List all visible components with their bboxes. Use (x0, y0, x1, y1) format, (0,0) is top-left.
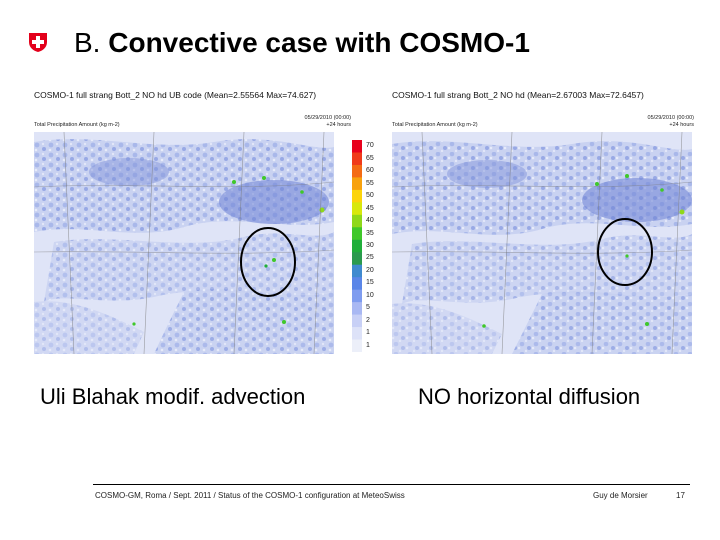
left-precip-map (34, 132, 334, 354)
colorbar-label: 15 (366, 279, 374, 287)
left-panel-date: 05/29/2010 (00:00) +24 hours (305, 115, 351, 128)
colorbar-label: 45 (366, 204, 374, 212)
colorbar-label: 5 (366, 304, 370, 312)
colorbar-label: 30 (366, 242, 374, 249)
colorbar-label: 40 (366, 217, 374, 225)
right-panel-date: 05/29/2010 (00:00) +24 hours (648, 115, 694, 128)
title-main: Convective case with COSMO-1 (108, 27, 530, 58)
colorbar-swatch (352, 152, 362, 166)
colorbar-label: 55 (366, 179, 374, 187)
colorbar-swatch (352, 214, 362, 228)
colorbar-swatch (352, 264, 362, 278)
right-caption: NO horizontal diffusion (418, 384, 641, 409)
footer-divider (93, 484, 690, 485)
colorbar-label: 10 (366, 291, 374, 299)
right-panel-title: COSMO-1 full strang Bott_2 NO hd (Mean=2… (392, 90, 644, 100)
colorbar-label: 25 (366, 254, 374, 262)
colorbar-label: 60 (366, 167, 374, 175)
left-date-line1: 05/29/2010 (00:00) (304, 115, 351, 121)
slide-title: B. Convective case with COSMO-1 (74, 26, 530, 60)
left-map-panel: COSMO-1 full strang Bott_2 NO hd UB code… (30, 88, 355, 358)
colorbar-swatch (352, 289, 362, 303)
right-date-line2: +24 hours (669, 121, 694, 128)
right-date-line1: 05/29/2010 (00:00) (647, 115, 694, 121)
colorbar-label: 1 (366, 329, 370, 337)
right-map-panel: COSMO-1 full strang Bott_2 NO hd (Mean=2… (388, 88, 698, 358)
left-date-line2: +24 hours (326, 121, 351, 128)
swiss-cross-icon (29, 33, 47, 52)
colorbar-label: 20 (366, 266, 374, 274)
colorbar-swatch (352, 302, 362, 316)
colorbar-label: 2 (366, 316, 370, 324)
colorbar-label: 50 (366, 192, 374, 200)
left-caption: Uli Blahak modif. advection (40, 384, 306, 409)
precip-colorbar (352, 140, 362, 352)
colorbar-swatch (352, 177, 362, 191)
colorbar-swatch (352, 239, 362, 253)
colorbar-swatch (352, 339, 362, 352)
colorbar-swatch (352, 189, 362, 203)
right-field-label: Total Precipitation Amount (kg m-2) (392, 122, 478, 128)
page-number: 17 (676, 491, 685, 500)
colorbar-label: 70 (366, 142, 374, 150)
colorbar-swatch (352, 277, 362, 291)
colorbar-swatch (352, 140, 362, 153)
colorbar-swatch (352, 164, 362, 178)
colorbar-label: 35 (366, 229, 374, 237)
colorbar-swatch (352, 202, 362, 216)
colorbar-label: 1 (366, 341, 370, 349)
colorbar-swatch (352, 327, 362, 341)
footer-text: COSMO-GM, Roma / Sept. 2011 / Status of … (95, 491, 405, 500)
colorbar-swatch (352, 314, 362, 328)
colorbar-swatch (352, 227, 362, 241)
colorbar-label: 65 (366, 154, 374, 162)
colorbar-swatch (352, 252, 362, 266)
left-panel-title: COSMO-1 full strang Bott_2 NO hd UB code… (34, 90, 317, 100)
right-precip-map (392, 132, 692, 354)
footer-author: Guy de Morsier (593, 491, 648, 500)
title-prefix: B. (74, 27, 101, 58)
left-field-label: Total Precipitation Amount (kg m-2) (34, 122, 120, 128)
